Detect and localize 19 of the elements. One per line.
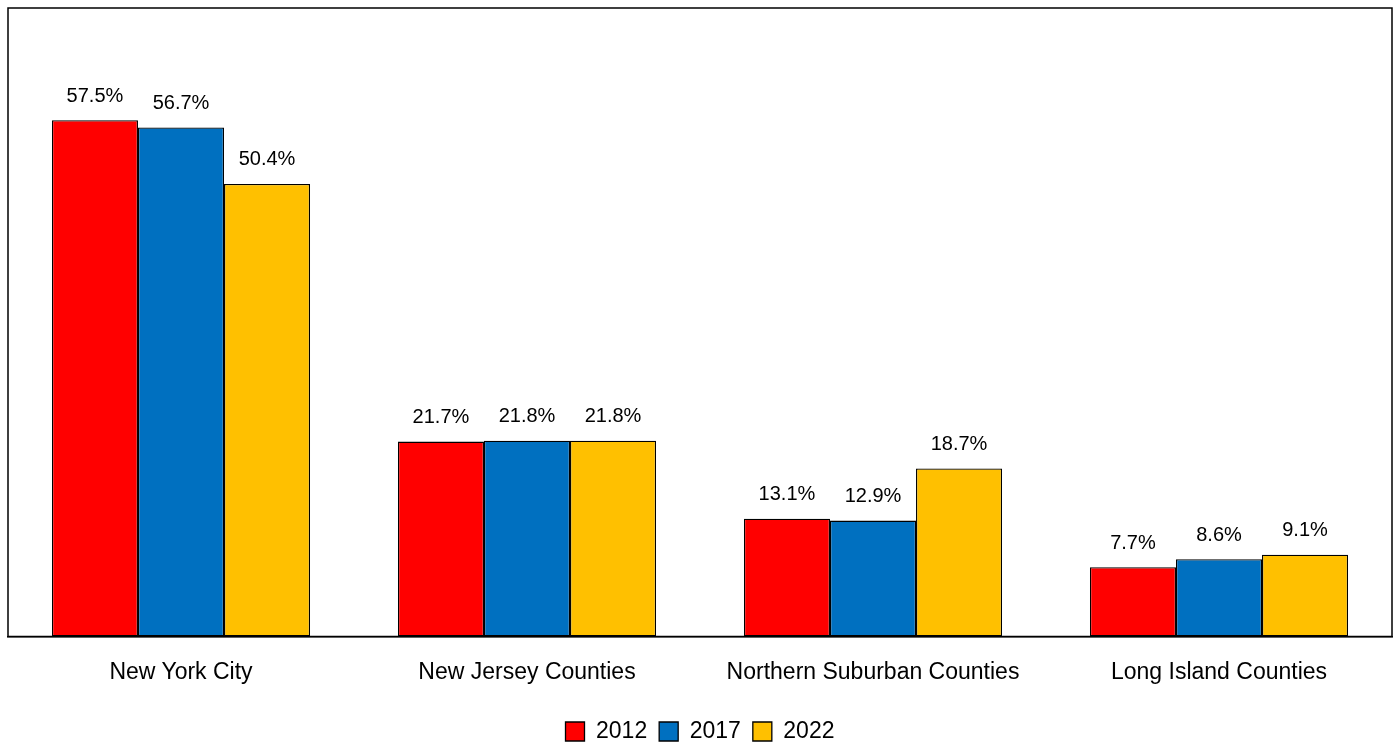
legend-label: 2022 [783,716,835,743]
data-label: 8.6% [1196,522,1243,545]
data-label: 57.5% [66,83,124,106]
data-label: 21.8% [498,404,556,427]
data-label: 21.7% [412,405,470,428]
legend-label: 2017 [689,716,741,743]
data-label: 13.1% [758,482,816,505]
data-label: 7.7% [1110,530,1156,553]
x-tick-label: Long Island Counties [1110,657,1328,684]
data-label: 18.7% [930,432,988,455]
data-label: 12.9% [844,484,902,507]
data-label: 56.7% [152,90,210,113]
x-tick-label: New Jersey Counties [418,657,636,684]
x-tick-label: New York City [109,657,254,684]
x-tick-label: Northern Suburban Counties [726,657,1020,684]
data-label: 50.4% [238,147,296,170]
data-label: 9.1% [1282,518,1329,541]
legend-label: 2012 [596,716,648,743]
data-label: 21.8% [584,404,642,427]
